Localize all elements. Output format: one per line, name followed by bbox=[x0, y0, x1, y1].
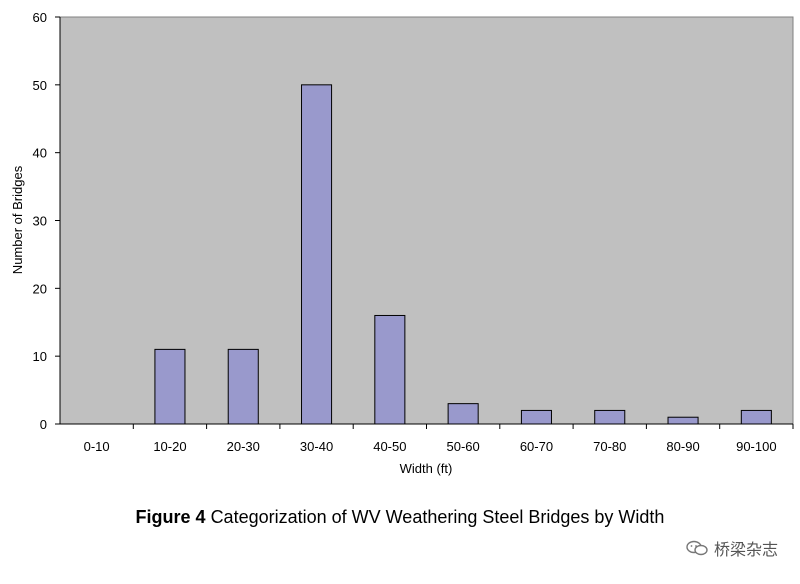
y-axis-ticks: 0 10 20 30 40 50 60 bbox=[33, 10, 60, 432]
figure-caption-text: Categorization of WV Weathering Steel Br… bbox=[210, 507, 665, 527]
y-tick-label: 40 bbox=[33, 146, 47, 161]
figure-caption-label: Figure 4 bbox=[135, 507, 206, 527]
bar-chart: 0 10 20 30 40 50 60 0-10 10-20 20-30 30-40 40-50 50… bbox=[10, 10, 794, 476]
bars-group bbox=[154, 84, 772, 425]
bar-40-50 bbox=[374, 314, 406, 425]
x-tick-label: 90-100 bbox=[736, 439, 776, 454]
bar-70-80 bbox=[594, 409, 626, 425]
x-tick-label: 70-80 bbox=[593, 439, 626, 454]
y-tick-label: 20 bbox=[33, 281, 47, 296]
x-tick-label: 0-10 bbox=[84, 439, 110, 454]
x-tick-label: 30-40 bbox=[300, 439, 333, 454]
bar-80-90 bbox=[667, 416, 699, 425]
bar-20-30 bbox=[227, 348, 259, 425]
watermark: 桥梁杂志 bbox=[686, 536, 778, 560]
y-tick-label: 0 bbox=[40, 417, 47, 432]
x-tick-label: 60-70 bbox=[520, 439, 553, 454]
x-tick-label: 20-30 bbox=[227, 439, 260, 454]
bar-90-100 bbox=[740, 409, 772, 425]
y-tick-label: 30 bbox=[33, 214, 47, 229]
x-axis-ticks: 0-10 10-20 20-30 30-40 40-50 50-60 60-70 70-80 8… bbox=[84, 424, 794, 454]
figure-caption: Figure 4 Categorization of WV Weathering… bbox=[0, 507, 800, 528]
y-tick-label: 50 bbox=[33, 78, 47, 93]
y-axis-label: Number of Bridges bbox=[10, 165, 25, 274]
bar-50-60 bbox=[447, 403, 479, 425]
watermark-text: 桥梁杂志 bbox=[713, 540, 778, 559]
x-tick-label: 80-90 bbox=[666, 439, 699, 454]
bar-60-70 bbox=[520, 409, 552, 425]
x-tick-label: 40-50 bbox=[373, 439, 406, 454]
bar-10-20 bbox=[154, 348, 186, 425]
x-tick-label: 10-20 bbox=[153, 439, 186, 454]
bar-30-40 bbox=[301, 84, 333, 425]
y-tick-label: 60 bbox=[33, 10, 47, 25]
x-tick-label: 50-60 bbox=[447, 439, 480, 454]
wechat-icon bbox=[686, 540, 708, 556]
x-axis-label: Width (ft) bbox=[400, 461, 453, 476]
y-tick-label: 10 bbox=[33, 349, 47, 364]
